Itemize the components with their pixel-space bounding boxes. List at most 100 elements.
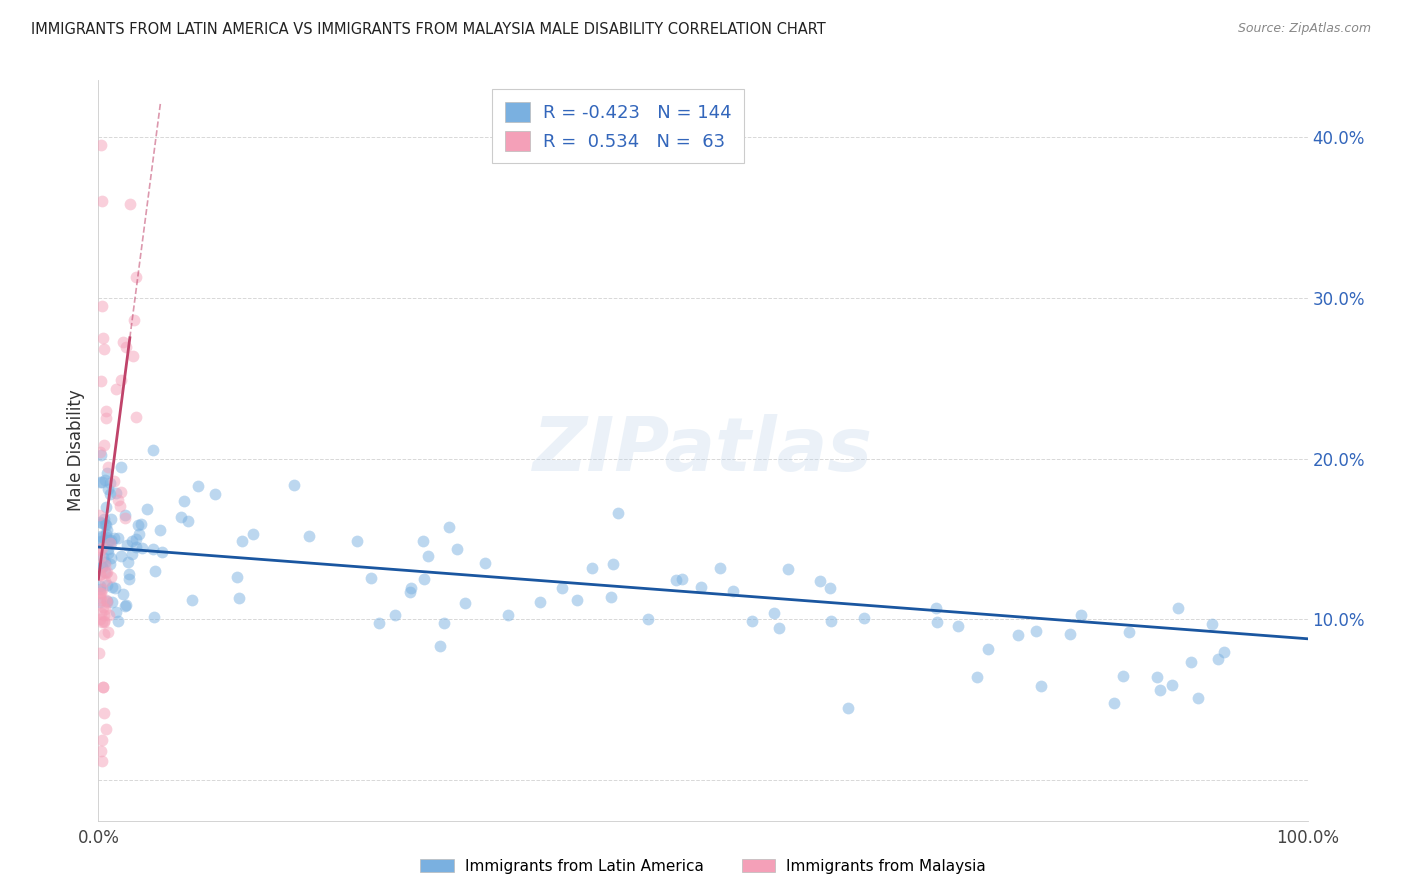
Point	[413, 572, 436, 586]
Point	[98, 533, 121, 547]
Point	[142, 541, 165, 556]
Point	[98, 487, 121, 501]
Point	[89, 475, 111, 489]
Point	[1187, 691, 1209, 706]
Point	[93, 438, 115, 452]
Point	[100, 476, 122, 491]
Point	[1070, 608, 1092, 623]
Point	[96, 523, 118, 537]
Point	[122, 313, 145, 327]
Point	[1206, 652, 1229, 666]
Point	[97, 541, 120, 556]
Point	[100, 511, 122, 525]
Text: IMMIGRANTS FROM LATIN AMERICA VS IMMIGRANTS FROM MALAYSIA MALE DISABILITY CORREL: IMMIGRANTS FROM LATIN AMERICA VS IMMIGRA…	[31, 22, 825, 37]
Point	[977, 642, 1000, 657]
Point	[93, 512, 115, 526]
Point	[98, 558, 121, 572]
Point	[90, 559, 112, 574]
Point	[107, 614, 129, 628]
Point	[602, 557, 624, 571]
Point	[110, 373, 132, 387]
Point	[94, 517, 117, 532]
Point	[110, 549, 132, 563]
Point	[118, 566, 141, 581]
Point	[94, 558, 117, 573]
Point	[89, 579, 111, 593]
Point	[97, 546, 120, 560]
Point	[690, 581, 713, 595]
Point	[1149, 682, 1171, 697]
Point	[91, 530, 114, 544]
Point	[384, 608, 406, 623]
Point	[93, 574, 115, 588]
Point	[1213, 645, 1236, 659]
Point	[567, 592, 589, 607]
Point	[131, 541, 153, 556]
Point	[93, 608, 115, 623]
Point	[89, 586, 111, 600]
Point	[100, 580, 122, 594]
Point	[120, 196, 142, 211]
Point	[90, 374, 112, 388]
Point	[177, 514, 200, 528]
Point	[127, 518, 149, 533]
Point	[1025, 624, 1047, 639]
Point	[89, 590, 111, 604]
Point	[90, 585, 112, 599]
Y-axis label: Male Disability: Male Disability	[67, 390, 86, 511]
Point	[96, 467, 118, 481]
Point	[89, 543, 111, 558]
Point	[148, 523, 170, 537]
Point	[454, 596, 477, 610]
Point	[1118, 624, 1140, 639]
Point	[89, 535, 111, 549]
Point	[90, 582, 112, 596]
Point	[298, 529, 321, 543]
Point	[122, 349, 145, 363]
Point	[142, 443, 165, 458]
Point	[437, 520, 460, 534]
Point	[91, 194, 114, 208]
Point	[125, 269, 148, 284]
Point	[110, 500, 132, 514]
Point	[96, 577, 118, 591]
Point	[94, 500, 117, 514]
Point	[723, 584, 745, 599]
Point	[94, 565, 117, 579]
Point	[433, 615, 456, 630]
Point	[97, 482, 120, 496]
Point	[143, 564, 166, 578]
Point	[114, 599, 136, 613]
Point	[89, 568, 111, 582]
Point	[1161, 678, 1184, 692]
Point	[114, 598, 136, 612]
Point	[121, 533, 143, 548]
Point	[1112, 669, 1135, 683]
Point	[125, 533, 148, 547]
Point	[837, 701, 859, 715]
Point	[231, 534, 253, 549]
Point	[91, 299, 114, 313]
Point	[94, 566, 117, 580]
Point	[1201, 616, 1223, 631]
Point	[1102, 696, 1125, 710]
Point	[89, 550, 111, 565]
Point	[90, 560, 112, 574]
Point	[117, 555, 139, 569]
Point	[226, 570, 249, 584]
Point	[228, 591, 250, 605]
Legend: Immigrants from Latin America, Immigrants from Malaysia: Immigrants from Latin America, Immigrant…	[415, 853, 991, 880]
Point	[107, 493, 129, 508]
Point	[283, 478, 305, 492]
Point	[741, 615, 763, 629]
Point	[103, 531, 125, 545]
Point	[776, 562, 799, 576]
Point	[346, 534, 368, 549]
Point	[89, 516, 111, 530]
Point	[94, 601, 117, 615]
Point	[187, 479, 209, 493]
Point	[446, 542, 468, 557]
Point	[91, 549, 114, 564]
Point	[100, 595, 122, 609]
Point	[96, 518, 118, 533]
